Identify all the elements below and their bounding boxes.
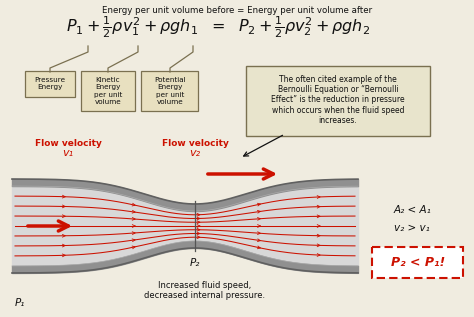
Text: v₂: v₂ <box>190 148 201 158</box>
Text: $P_1 + \frac{1}{2}\rho v_1^2 + \rho g h_1\ \ =\ \ P_2 + \frac{1}{2}\rho v_2^2 + : $P_1 + \frac{1}{2}\rho v_1^2 + \rho g h_… <box>66 14 370 40</box>
Text: P₂ < P₁!: P₂ < P₁! <box>391 256 445 268</box>
FancyBboxPatch shape <box>81 71 135 111</box>
Text: Increased fluid speed,
decreased internal pressure.: Increased fluid speed, decreased interna… <box>145 281 265 300</box>
Text: Energy per unit volume before = Energy per unit volume after: Energy per unit volume before = Energy p… <box>102 6 372 15</box>
FancyBboxPatch shape <box>373 247 464 277</box>
Text: v₁: v₁ <box>63 148 73 158</box>
Text: Potential
Energy
per unit
volume: Potential Energy per unit volume <box>154 77 186 105</box>
Text: P₁: P₁ <box>15 298 25 308</box>
Text: A₂ < A₁: A₂ < A₁ <box>393 205 431 215</box>
FancyBboxPatch shape <box>142 71 199 111</box>
Text: v₂ > v₁: v₂ > v₁ <box>394 223 430 233</box>
Text: Flow velocity: Flow velocity <box>162 139 228 148</box>
Text: Kinetic
Energy
per unit
volume: Kinetic Energy per unit volume <box>94 77 122 105</box>
Text: The often cited example of the
Bernoulli Equation or “Bernoulli
Effect” is the r: The often cited example of the Bernoulli… <box>271 75 405 125</box>
Text: Flow velocity: Flow velocity <box>35 139 101 148</box>
FancyBboxPatch shape <box>25 71 75 97</box>
Text: Pressure
Energy: Pressure Energy <box>35 77 65 90</box>
Text: P₂: P₂ <box>190 258 200 268</box>
FancyBboxPatch shape <box>246 66 430 136</box>
